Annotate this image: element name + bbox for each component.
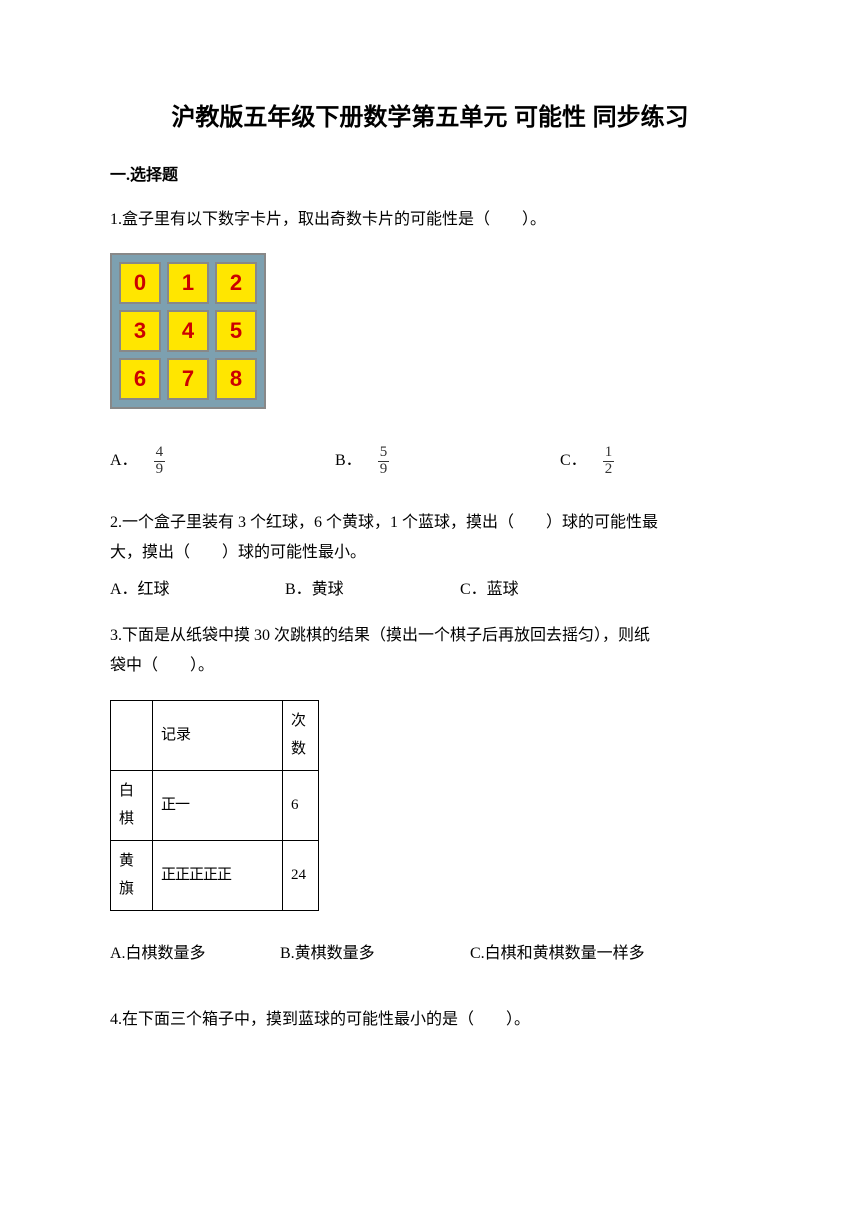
question-3: 3.下面是从纸袋中摸 30 次跳棋的结果（摸出一个棋子后再放回去摇匀），则纸 袋… (110, 621, 750, 969)
option-label: C． (560, 446, 587, 476)
tally-table: 记录 次数 白棋 正一 6 黄旗 正正正正正 24 (110, 700, 319, 911)
grid-cell-8: 8 (215, 358, 257, 400)
table-row: 记录 次数 (111, 700, 319, 770)
q1-text: 1.盒子里有以下数字卡片，取出奇数卡片的可能性是（ ）。 (110, 205, 750, 235)
fraction-b: 5 9 (378, 445, 390, 478)
option-label: A． (110, 446, 138, 476)
section-header: 一.选择题 (110, 161, 750, 191)
grid-cell-7: 7 (167, 358, 209, 400)
number-grid: 0 1 2 3 4 5 6 7 8 (110, 253, 266, 409)
q3-option-c[interactable]: C.白棋和黄棋数量一样多 (470, 939, 645, 969)
grid-cell-0: 0 (119, 262, 161, 304)
cell-count-yellow: 24 (283, 840, 319, 910)
question-1: 1.盒子里有以下数字卡片，取出奇数卡片的可能性是（ ）。 0 1 2 3 4 5… (110, 205, 750, 478)
q3-line1: 3.下面是从纸袋中摸 30 次跳棋的结果（摸出一个棋子后再放回去摇匀），则纸 (110, 621, 750, 651)
cell-count-white: 6 (283, 770, 319, 840)
page-title: 沪教版五年级下册数学第五单元 可能性 同步练习 (110, 95, 750, 141)
table-row: 白棋 正一 6 (111, 770, 319, 840)
cell-tally-yellow: 正正正正正 (153, 840, 283, 910)
q2-options: A．红球 B．黄球 C．蓝球 (110, 575, 750, 605)
q2-option-b[interactable]: B．黄球 (285, 575, 460, 605)
q3-options: A.白棋数量多 B.黄棋数量多 C.白棋和黄棋数量一样多 (110, 939, 750, 969)
fraction-c: 1 2 (603, 445, 615, 478)
th-count: 次数 (283, 700, 319, 770)
q2-option-c[interactable]: C．蓝球 (460, 575, 519, 605)
q2-line1: 2.一个盒子里装有 3 个红球，6 个黄球，1 个蓝球，摸出（ ）球的可能性最 (110, 508, 750, 538)
grid-cell-5: 5 (215, 310, 257, 352)
grid-cell-3: 3 (119, 310, 161, 352)
question-4: 4.在下面三个箱子中，摸到蓝球的可能性最小的是（ ）。 (110, 1005, 750, 1035)
table-row: 黄旗 正正正正正 24 (111, 840, 319, 910)
grid-cell-4: 4 (167, 310, 209, 352)
q1-option-b[interactable]: B． 5 9 (335, 445, 560, 478)
q3-line2: 袋中（ ）。 (110, 651, 750, 681)
grid-cell-2: 2 (215, 262, 257, 304)
q3-option-b[interactable]: B.黄棋数量多 (280, 939, 470, 969)
cell-white: 白棋 (111, 770, 153, 840)
cell-yellow: 黄旗 (111, 840, 153, 910)
grid-cell-1: 1 (167, 262, 209, 304)
q1-option-a[interactable]: A． 4 9 (110, 445, 335, 478)
q1-option-c[interactable]: C． 1 2 (560, 445, 614, 478)
th-blank (111, 700, 153, 770)
th-record: 记录 (153, 700, 283, 770)
q2-option-a[interactable]: A．红球 (110, 575, 285, 605)
option-label: B． (335, 446, 362, 476)
q2-line2: 大，摸出（ ）球的可能性最小。 (110, 538, 750, 568)
q1-options: A． 4 9 B． 5 9 C． 1 2 (110, 445, 750, 478)
q3-option-a[interactable]: A.白棋数量多 (110, 939, 280, 969)
question-2: 2.一个盒子里装有 3 个红球，6 个黄球，1 个蓝球，摸出（ ）球的可能性最 … (110, 508, 750, 605)
q4-text: 4.在下面三个箱子中，摸到蓝球的可能性最小的是（ ）。 (110, 1005, 750, 1035)
cell-tally-white: 正一 (153, 770, 283, 840)
fraction-a: 4 9 (154, 445, 166, 478)
grid-cell-6: 6 (119, 358, 161, 400)
